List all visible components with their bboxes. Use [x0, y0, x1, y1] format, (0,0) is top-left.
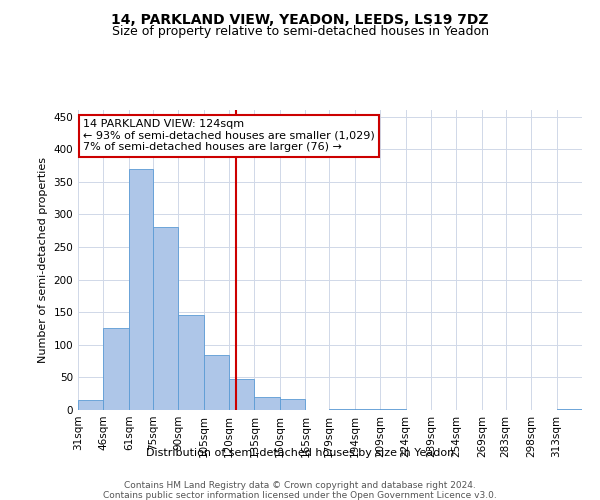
- Bar: [229, 380, 254, 410]
- Bar: [103, 328, 129, 410]
- Y-axis label: Number of semi-detached properties: Number of semi-detached properties: [38, 157, 48, 363]
- Bar: [355, 408, 380, 410]
- Text: 14 PARKLAND VIEW: 124sqm
← 93% of semi-detached houses are smaller (1,029)
7% of: 14 PARKLAND VIEW: 124sqm ← 93% of semi-d…: [83, 119, 375, 152]
- Bar: [78, 400, 103, 410]
- Bar: [178, 316, 203, 410]
- Text: Distribution of semi-detached houses by size in Yeadon: Distribution of semi-detached houses by …: [146, 448, 454, 458]
- Bar: [203, 354, 229, 410]
- Bar: [329, 408, 355, 410]
- Text: Contains public sector information licensed under the Open Government Licence v3: Contains public sector information licen…: [103, 491, 497, 500]
- Bar: [380, 408, 406, 410]
- Bar: [280, 399, 305, 410]
- Text: 14, PARKLAND VIEW, YEADON, LEEDS, LS19 7DZ: 14, PARKLAND VIEW, YEADON, LEEDS, LS19 7…: [111, 12, 489, 26]
- Bar: [254, 397, 280, 410]
- Text: Size of property relative to semi-detached houses in Yeadon: Size of property relative to semi-detach…: [112, 25, 488, 38]
- Bar: [129, 168, 152, 410]
- Bar: [152, 228, 178, 410]
- Text: Contains HM Land Registry data © Crown copyright and database right 2024.: Contains HM Land Registry data © Crown c…: [124, 481, 476, 490]
